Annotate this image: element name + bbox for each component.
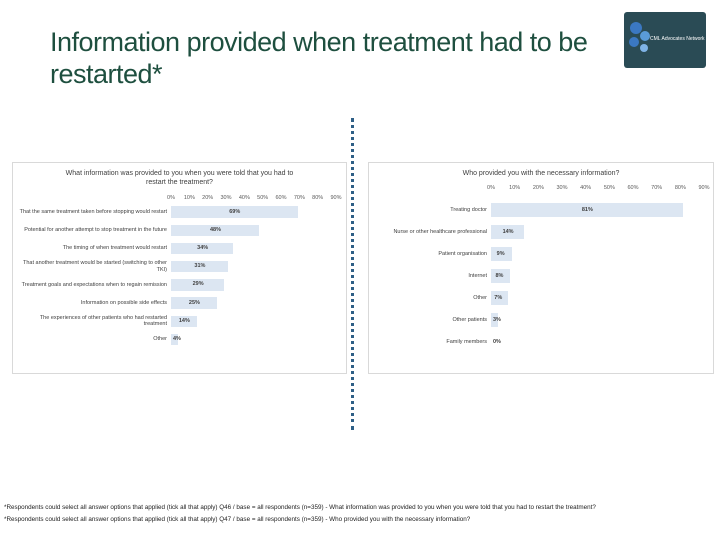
x-tick-label: 10%: [183, 195, 195, 201]
chart-panel: Who provided you with the necessary info…: [368, 162, 714, 374]
bar: [491, 291, 508, 305]
value-label: 0%: [493, 338, 501, 345]
x-tick-label: 40%: [580, 185, 592, 191]
x-tick-label: 0%: [487, 185, 495, 191]
x-tick-label: 50%: [603, 185, 615, 191]
y-tick-label: Family members: [446, 338, 487, 345]
value-label: 25%: [188, 299, 200, 306]
y-tick-label: Other: [473, 294, 487, 301]
y-tick-label: The experiences of other patients who ha…: [39, 314, 167, 328]
x-tick-label: 40%: [238, 195, 250, 201]
y-tick-label: Nurse or other healthcare professional: [393, 228, 487, 235]
chart-panel: What information was provided to you whe…: [12, 162, 347, 374]
x-tick-label: 50%: [257, 195, 269, 201]
y-tick-label: The timing of when treatment would resta…: [62, 245, 167, 252]
value-label: 9%: [496, 250, 505, 257]
y-tick-label: That another treatment would be started …: [23, 260, 167, 273]
x-tick-label: 0%: [167, 195, 175, 201]
logo: CML Advocates Network: [624, 12, 706, 68]
bar: [491, 313, 499, 327]
x-tick-label: 90%: [330, 195, 342, 201]
value-label: 48%: [210, 226, 222, 233]
value-label: 3%: [493, 316, 501, 323]
bar: [171, 315, 197, 327]
logo-text: CML Advocates Network: [650, 36, 705, 42]
bar: [171, 333, 179, 346]
slide-title: Information provided when treatment had …: [50, 27, 588, 89]
x-tick-label: 70%: [293, 195, 305, 201]
bar: [491, 269, 510, 283]
x-tick-label: 90%: [698, 185, 710, 191]
footnote: *Respondents could select all answer opt…: [4, 516, 471, 523]
x-tick-label: 60%: [627, 185, 639, 191]
bar: [171, 261, 228, 273]
bar: [171, 224, 259, 236]
value-label: 14%: [502, 228, 514, 235]
y-tick-label: Potential for another attempt to stop tr…: [24, 227, 167, 234]
y-tick-label: Other: [153, 336, 167, 343]
value-label: 69%: [229, 208, 241, 215]
value-label: 8%: [495, 272, 504, 279]
separator: [351, 118, 354, 430]
value-label: 31%: [194, 263, 206, 270]
logo-icon: [629, 22, 650, 52]
x-tick-label: 30%: [220, 195, 232, 201]
y-tick-label: Treating doctor: [450, 206, 487, 213]
x-tick-label: 80%: [674, 185, 686, 191]
y-tick-label: Treatment goals and expectations when to…: [21, 281, 167, 288]
value-label: 81%: [581, 206, 593, 213]
bar: [491, 225, 525, 239]
chart-title: Who provided you with the necessary info…: [462, 170, 620, 177]
y-tick-label: Information on possible side effects: [80, 299, 167, 306]
x-tick-label: 20%: [202, 195, 214, 201]
x-tick-label: 70%: [651, 185, 663, 191]
value-label: 14%: [178, 317, 190, 324]
value-label: 7%: [494, 294, 503, 301]
x-tick-label: 20%: [532, 185, 544, 191]
x-tick-label: 60%: [275, 195, 287, 201]
chart-title: What information was provided to you whe…: [65, 170, 294, 186]
bar: [171, 242, 234, 255]
y-tick-label: Other patients: [452, 316, 487, 323]
x-tick-label: 80%: [312, 195, 324, 201]
y-tick-label: That the same treatment taken before sto…: [19, 208, 167, 215]
x-tick-label: 10%: [509, 185, 521, 191]
x-tick-label: 30%: [556, 185, 568, 191]
value-label: 29%: [192, 281, 204, 288]
y-tick-label: Internet: [468, 272, 487, 279]
value-label: 34%: [197, 245, 209, 251]
y-tick-label: Patient organisation: [438, 250, 487, 257]
bar: [491, 203, 683, 217]
footnote: *Respondents could select all answer opt…: [4, 504, 596, 511]
bar: [491, 247, 513, 261]
bar: [171, 206, 298, 218]
bar: [171, 297, 217, 309]
bar: [171, 279, 225, 291]
value-label: 4%: [173, 336, 181, 342]
